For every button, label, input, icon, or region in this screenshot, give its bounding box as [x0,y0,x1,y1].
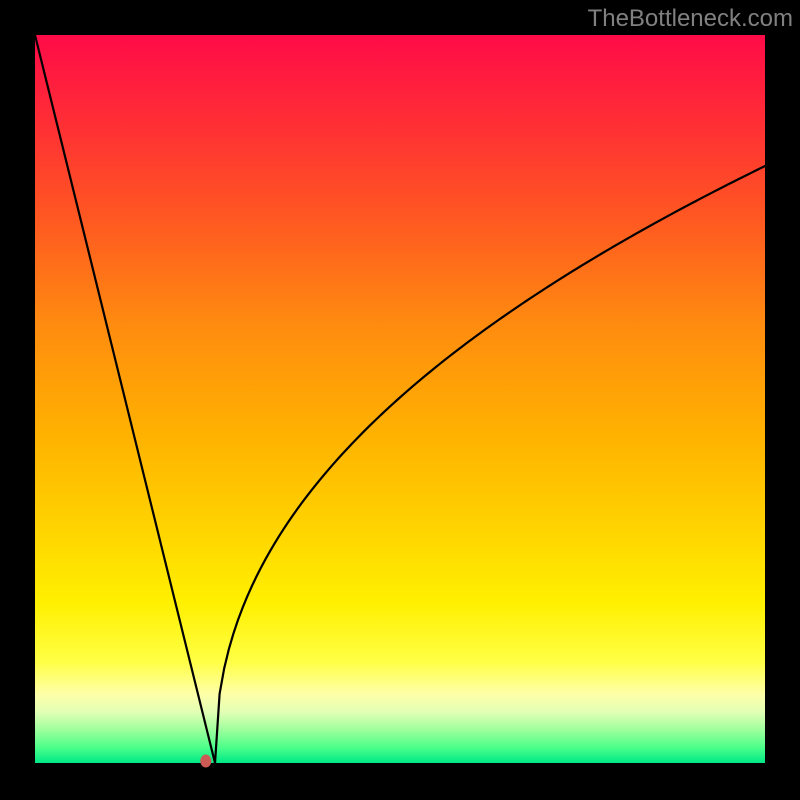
watermark-text: TheBottleneck.com [588,5,793,33]
curve-left-branch [35,35,215,763]
curve-layer [35,35,765,763]
plot-area [35,35,765,763]
chart-canvas: TheBottleneck.com [0,0,800,800]
curve-right-branch [215,166,765,763]
minimum-marker [200,755,211,768]
